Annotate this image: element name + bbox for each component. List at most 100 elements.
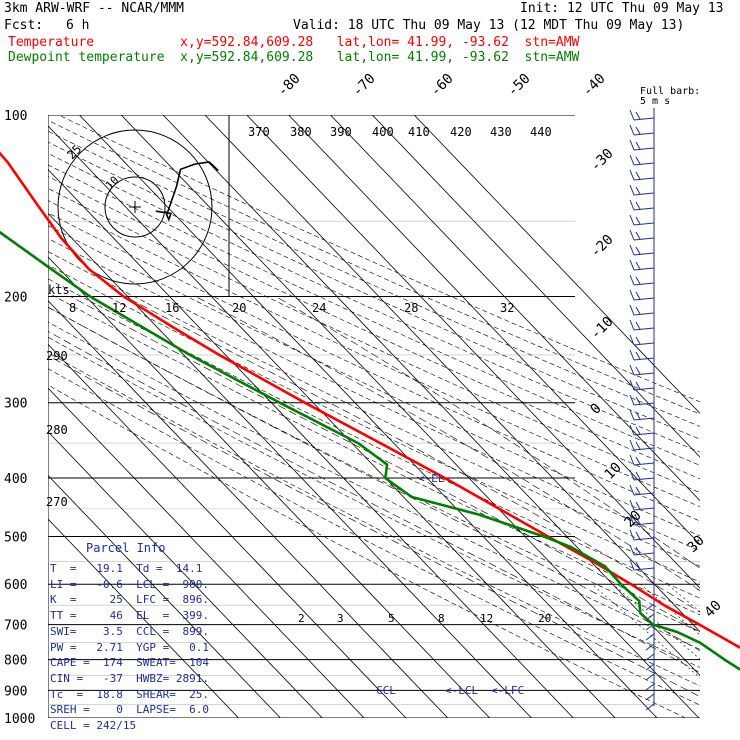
isotherm-label: -20	[588, 232, 617, 261]
dewpoint-profile	[0, 230, 740, 671]
theta-label: 280	[46, 423, 68, 437]
wind-barb	[629, 364, 655, 376]
isotherm-label: -70	[350, 71, 379, 100]
dry-adiabat	[48, 336, 700, 668]
dewpoint-legend: Dewpoint temperature x,y=592.84,609.28 l…	[8, 50, 580, 65]
wind-barb	[629, 544, 655, 556]
wind-speed-label: 24	[312, 301, 326, 315]
dry-adiabat	[48, 352, 700, 687]
mixing-ratio-line	[723, 584, 740, 718]
hodograph-ring	[57, 129, 213, 285]
isotherm	[48, 125, 616, 718]
sounding-series	[0, 151, 740, 671]
dry-adiabat	[48, 384, 686, 718]
barb-note: 5 m s	[640, 96, 670, 107]
dry-adiabat	[48, 321, 700, 650]
isotherm-label: -10	[588, 314, 617, 343]
wind-barb	[629, 409, 655, 421]
level-marker: CCL	[376, 684, 396, 697]
wind-barb	[629, 454, 655, 466]
wind-barb	[629, 244, 655, 256]
wind-speed-label: 8	[69, 301, 76, 315]
wind-barb	[629, 109, 655, 121]
wind-barb	[645, 703, 655, 711]
dry-adiabat	[48, 368, 700, 706]
dry-adiabat	[48, 130, 700, 427]
mixing-ratio-label: 5	[388, 612, 395, 625]
wind-barb	[629, 199, 655, 211]
isotherm	[288, 115, 700, 545]
mixing-ratio-label: 20	[538, 612, 551, 625]
pressure-tick-label: 900	[4, 684, 27, 699]
isotherm	[372, 115, 700, 458]
dry-adiabat	[48, 251, 700, 567]
theta-label: 390	[330, 125, 352, 139]
forecast-label: Fcst:	[4, 18, 44, 33]
theta-label: 410	[408, 125, 430, 139]
parcel-info-row: Tc = 18.8 SHEAR= 25.	[50, 687, 209, 701]
parcel-info-row: LI = -0.6 LCL = 900.	[50, 577, 209, 591]
hodograph-trace	[155, 161, 219, 222]
wind-barb	[629, 394, 655, 406]
dry-adiabat	[58, 115, 700, 403]
isotherm-label: 10	[602, 460, 625, 483]
init-time: Init: 12 UTC Thu 09 May 13	[520, 1, 724, 16]
wind-barb	[629, 274, 655, 286]
dry-adiabat	[48, 141, 700, 440]
wind-barb	[629, 259, 655, 271]
pressure-tick-label: 300	[4, 397, 27, 412]
wind-barb	[645, 673, 655, 681]
dry-adiabat	[48, 278, 700, 599]
level-marker: <-EL	[418, 472, 445, 485]
wind-barb	[629, 349, 655, 361]
isotherm	[48, 212, 532, 718]
barb-note: Full barb:	[640, 86, 700, 97]
moist-adiabat	[48, 330, 700, 673]
parcel-info-row: SWI= 3.5 CCL = 899.	[50, 624, 209, 638]
wind-barb	[645, 603, 655, 611]
moist-adiabat	[48, 355, 700, 698]
isotherm	[48, 387, 365, 718]
wind-barb	[629, 229, 655, 241]
isotherm	[79, 115, 658, 718]
dry-adiabat	[48, 212, 700, 522]
isotherm	[48, 474, 281, 718]
parcel-info-row: CIN = -37 HWBZ= 2891.	[50, 671, 209, 685]
mixing-ratio-line	[667, 583, 700, 613]
pressure-tick-label: 700	[4, 619, 27, 634]
wind-barb	[645, 643, 655, 651]
dry-adiabat	[48, 188, 700, 493]
wind-barb	[629, 214, 655, 226]
wind-barb	[629, 319, 655, 331]
theta-label: 370	[248, 125, 270, 139]
isotherm-label: -30	[588, 146, 617, 175]
parcel-info-row: PW = 2.71 YGP = 0.1	[50, 640, 209, 654]
isotherm	[48, 169, 574, 718]
wind-barb	[645, 633, 655, 641]
isotherm	[120, 115, 700, 718]
pressure-tick-label: 500	[4, 530, 27, 545]
isotherm	[413, 115, 700, 414]
isotherm-label: -50	[505, 71, 534, 100]
wind-barb	[629, 154, 655, 166]
parcel-info-row: SREH = 0 LAPSE= 6.0	[50, 703, 209, 717]
wind-barb	[629, 289, 655, 301]
isotherm	[48, 431, 323, 718]
mixing-ratio-label: 8	[438, 612, 445, 625]
theta-label: 270	[46, 495, 68, 509]
wind-barb	[629, 304, 655, 316]
isotherm-label: 0	[588, 401, 605, 418]
wind-barb	[645, 653, 655, 661]
moist-adiabat	[70, 296, 700, 633]
wind-speed-label: 32	[500, 301, 514, 315]
parcel-info-row: CAPE = 174 SWEAT= 104	[50, 656, 209, 670]
temperature-profile	[0, 151, 740, 650]
theta-label: 430	[490, 125, 512, 139]
wind-barb	[629, 469, 655, 481]
level-marker: <-LFC	[491, 684, 524, 697]
isotherm	[330, 115, 700, 502]
theta-label: 400	[372, 125, 394, 139]
isotherm	[246, 115, 700, 589]
wind-barb	[629, 499, 655, 511]
